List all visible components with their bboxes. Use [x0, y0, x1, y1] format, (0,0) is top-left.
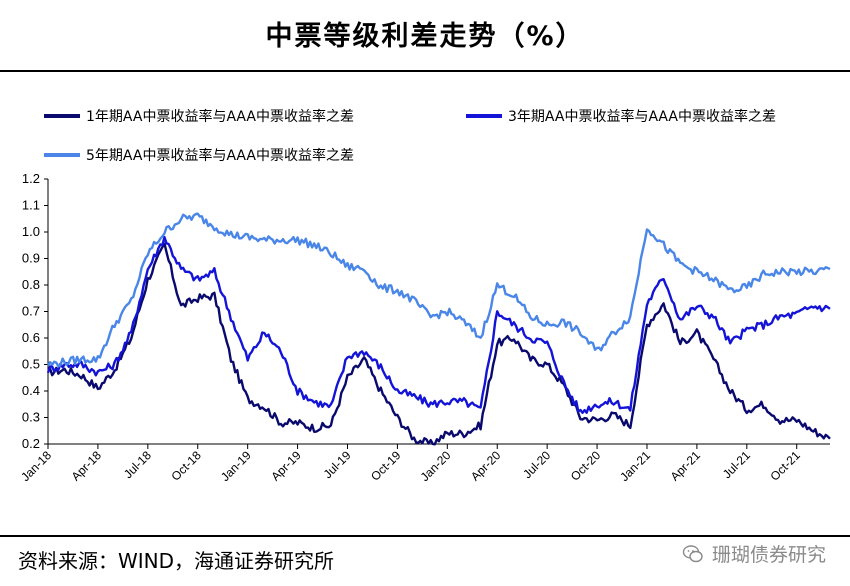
x-tick-label: Apr-18 [69, 448, 105, 484]
y-tick-label: 0.6 [22, 330, 40, 345]
y-tick-label: 0.9 [22, 251, 40, 266]
legend-item-5y: 5年期AA中票收益率与AAA中票收益率之差 [44, 145, 354, 165]
x-tick-label: Oct-19 [368, 448, 404, 484]
x-tick-label: Oct-18 [168, 448, 204, 484]
legend-label-5y: 5年期AA中票收益率与AAA中票收益率之差 [86, 148, 354, 164]
wechat-icon [682, 544, 703, 562]
x-tick-label: Apr-19 [268, 448, 304, 484]
legend-label-1y: 1年期AA中票收益率与AAA中票收益率之差 [86, 109, 354, 125]
title-divider [0, 70, 850, 72]
x-tick-label: Jul-19 [321, 448, 354, 481]
legend-swatch-3y [466, 114, 502, 118]
title-area: 中票等级利差走势（%） [0, 0, 850, 68]
x-tick-label: Jul-18 [121, 448, 154, 481]
legend-item-1y: 1年期AA中票收益率与AAA中票收益率之差 [44, 106, 354, 126]
legend-label-3y: 3年期AA中票收益率与AAA中票收益率之差 [508, 109, 776, 125]
x-tick-label: Jul-21 [720, 448, 753, 481]
y-tick-label: 0.7 [22, 304, 40, 319]
x-tick-label: Jan-20 [418, 448, 454, 484]
watermark-text: 珊瑚债券研究 [711, 544, 826, 566]
x-tick-label: Jan-19 [218, 448, 254, 484]
series-line-3y [46, 236, 831, 414]
x-tick-label: Oct-21 [767, 448, 803, 484]
watermark: 珊瑚债券研究 [682, 540, 826, 567]
y-tick-label: 0.8 [22, 277, 40, 292]
y-tick-label: 0.5 [22, 357, 40, 372]
y-tick-label: 0.3 [22, 410, 40, 425]
x-tick-label: Apr-21 [668, 448, 704, 484]
y-tick-label: 1.2 [22, 171, 40, 186]
chart-title: 中票等级利差走势（%） [265, 21, 585, 52]
y-tick-label: 0.4 [22, 383, 40, 398]
x-tick-label: Jul-20 [520, 448, 553, 481]
x-tick-label: Jan-21 [617, 448, 653, 484]
x-tick-label: Jan-18 [18, 448, 54, 484]
series-line-1y [47, 242, 831, 446]
legend-swatch-1y [44, 114, 80, 118]
legend-swatch-5y [44, 153, 80, 157]
footer-divider [0, 535, 850, 537]
y-tick-label: 1.0 [22, 224, 40, 239]
y-tick-label: 0.2 [22, 436, 40, 451]
source-note: 资料来源：WIND，海通证券研究所 [18, 549, 335, 573]
x-tick-label: Oct-20 [568, 448, 604, 484]
legend-item-3y: 3年期AA中票收益率与AAA中票收益率之差 [466, 106, 776, 126]
x-tick-label: Apr-20 [468, 448, 504, 484]
series-line-5y [46, 212, 831, 368]
y-tick-label: 1.1 [22, 198, 40, 213]
